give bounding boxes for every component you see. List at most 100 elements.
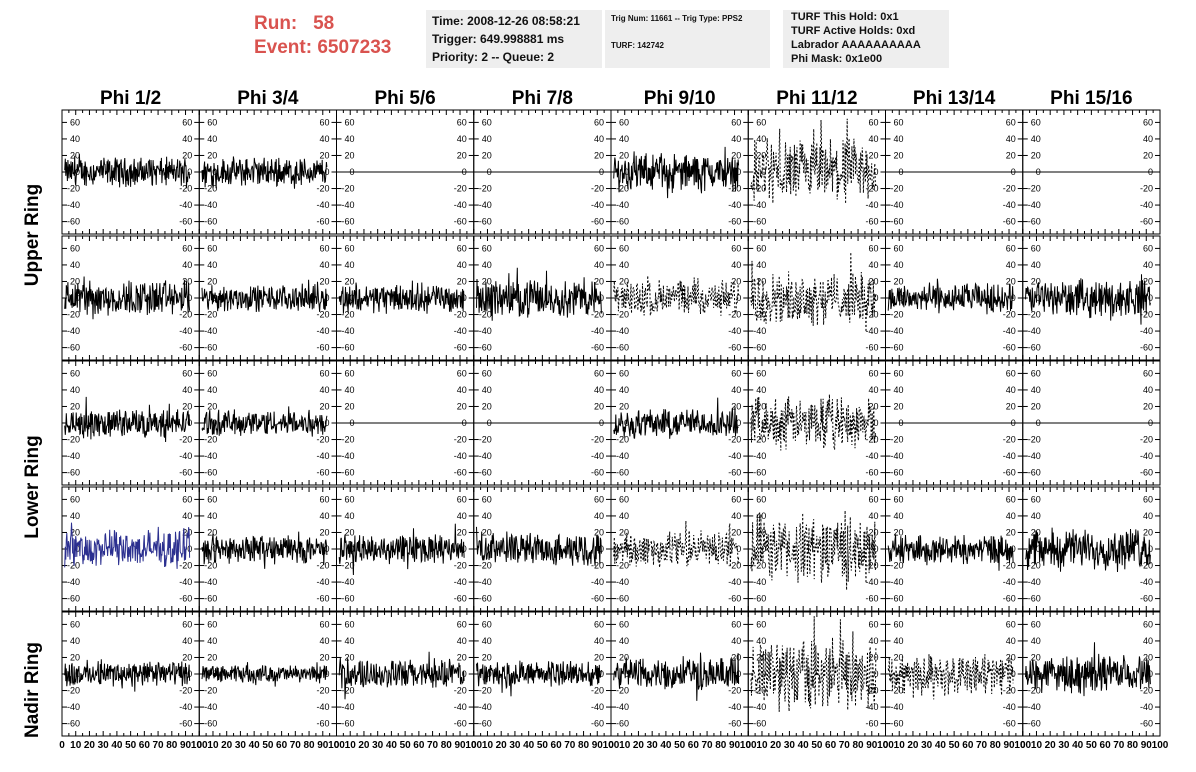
y-tick-label: 20 xyxy=(731,527,741,537)
x-tick-label: 60 xyxy=(1100,740,1112,751)
y-tick-label: -60 xyxy=(341,343,354,353)
y-tick-label: -40 xyxy=(204,326,217,336)
x-tick-label: 30 xyxy=(1058,740,1070,751)
y-tick-label: -20 xyxy=(728,435,741,445)
y-tick-label: -40 xyxy=(341,326,354,336)
y-tick-label: -60 xyxy=(591,468,604,478)
ring-label: Nadir Ring xyxy=(22,642,43,738)
x-tick-label: 60 xyxy=(139,740,151,751)
y-tick-label: 20 xyxy=(619,401,629,411)
y-tick-label: 40 xyxy=(893,636,903,646)
y-tick-label: -20 xyxy=(341,686,354,696)
y-tick-label: 20 xyxy=(594,652,604,662)
waveform-trace xyxy=(613,146,740,199)
y-tick-label: 60 xyxy=(1143,494,1153,504)
run-value: 58 xyxy=(313,13,335,34)
y-tick-label: -40 xyxy=(728,200,741,210)
y-tick-label: -60 xyxy=(890,468,903,478)
x-tick-label: 10 xyxy=(482,740,494,751)
waveform-trace xyxy=(476,526,602,566)
y-tick-label: -40 xyxy=(1003,577,1016,587)
y-tick-label: 40 xyxy=(207,134,217,144)
y-tick-label: -60 xyxy=(591,343,604,353)
waveform-trace xyxy=(64,276,191,320)
x-tick-label: 70 xyxy=(153,740,165,751)
y-tick-label: -60 xyxy=(1028,343,1041,353)
y-tick-label: -60 xyxy=(316,217,329,227)
y-tick-label: 40 xyxy=(594,511,604,521)
y-tick-label: -40 xyxy=(1003,200,1016,210)
y-tick-label: -60 xyxy=(1028,594,1041,604)
y-tick-label: 0 xyxy=(487,544,492,554)
y-tick-label: -60 xyxy=(753,217,766,227)
y-tick-label: -40 xyxy=(67,702,80,712)
y-tick-label: -60 xyxy=(179,468,192,478)
y-tick-label: 60 xyxy=(1143,619,1153,629)
y-tick-label: -40 xyxy=(890,200,903,210)
y-tick-label: 60 xyxy=(207,243,217,253)
y-tick-label: -40 xyxy=(1003,326,1016,336)
y-tick-label: -40 xyxy=(204,577,217,587)
y-tick-label: 20 xyxy=(756,150,766,160)
waveform-trace xyxy=(887,534,1014,571)
y-tick-label: -20 xyxy=(616,561,629,571)
x-tick-label: 70 xyxy=(564,740,576,751)
y-tick-label: 60 xyxy=(1143,117,1153,127)
y-tick-label: 0 xyxy=(736,544,741,554)
y-tick-label: 60 xyxy=(344,243,354,253)
y-tick-label: 40 xyxy=(207,260,217,270)
y-tick-label: -20 xyxy=(479,435,492,445)
y-tick-label: 20 xyxy=(319,527,329,537)
y-tick-label: 20 xyxy=(619,652,629,662)
y-tick-label: 60 xyxy=(1031,117,1041,127)
y-tick-label: 0 xyxy=(212,544,217,554)
y-tick-label: -40 xyxy=(1140,702,1153,712)
y-tick-label: 20 xyxy=(482,527,492,537)
waveform-trace xyxy=(887,278,1014,315)
y-tick-label: 40 xyxy=(1031,511,1041,521)
run-event-label: Run: 58 Event: 6507233 xyxy=(254,12,424,60)
y-tick-label: 40 xyxy=(457,260,467,270)
y-tick-label: -20 xyxy=(1140,686,1153,696)
x-tick-label: 80 xyxy=(715,740,727,751)
y-tick-label: -40 xyxy=(479,577,492,587)
y-tick-label: -40 xyxy=(1003,451,1016,461)
y-tick-label: 40 xyxy=(457,636,467,646)
y-tick-label: -60 xyxy=(179,343,192,353)
y-tick-label: -60 xyxy=(1140,343,1153,353)
trigger-info-box: Trig Num: 11661 -- Trig Type: PPS2 TURF:… xyxy=(605,10,770,68)
y-tick-label: -20 xyxy=(753,310,766,320)
y-tick-label: -20 xyxy=(67,561,80,571)
y-tick-label: 40 xyxy=(1006,260,1016,270)
x-tick-label: 40 xyxy=(386,740,398,751)
y-tick-label: 20 xyxy=(594,276,604,286)
y-tick-label: -60 xyxy=(890,594,903,604)
y-tick-label: -20 xyxy=(341,184,354,194)
y-tick-label: 20 xyxy=(756,652,766,662)
x-tick-label: 70 xyxy=(1113,740,1125,751)
y-tick-label: 40 xyxy=(893,511,903,521)
y-tick-label: 40 xyxy=(756,134,766,144)
x-tick-label: 20 xyxy=(358,740,370,751)
y-tick-label: -20 xyxy=(341,561,354,571)
y-tick-label: -60 xyxy=(454,468,467,478)
column-header: Phi 13/14 xyxy=(913,88,996,109)
y-tick-label: -60 xyxy=(479,468,492,478)
y-tick-label: 40 xyxy=(868,636,878,646)
y-tick-label: 60 xyxy=(731,619,741,629)
y-tick-label: -40 xyxy=(67,326,80,336)
x-tick-label: 0 xyxy=(59,740,65,751)
y-tick-label: -20 xyxy=(616,310,629,320)
y-tick-label: -60 xyxy=(316,468,329,478)
y-tick-label: -60 xyxy=(479,217,492,227)
x-tick-label: 60 xyxy=(962,740,974,751)
y-tick-label: 0 xyxy=(187,293,192,303)
y-tick-label: 60 xyxy=(756,117,766,127)
y-tick-label: 20 xyxy=(319,150,329,160)
labrador-text: Labrador AAAAAAAAAA xyxy=(791,39,921,51)
y-tick-label: 40 xyxy=(1031,385,1041,395)
x-tick-label: 20 xyxy=(221,740,233,751)
y-tick-label: 20 xyxy=(457,527,467,537)
y-tick-label: 0 xyxy=(761,293,766,303)
y-tick-label: -40 xyxy=(316,326,329,336)
